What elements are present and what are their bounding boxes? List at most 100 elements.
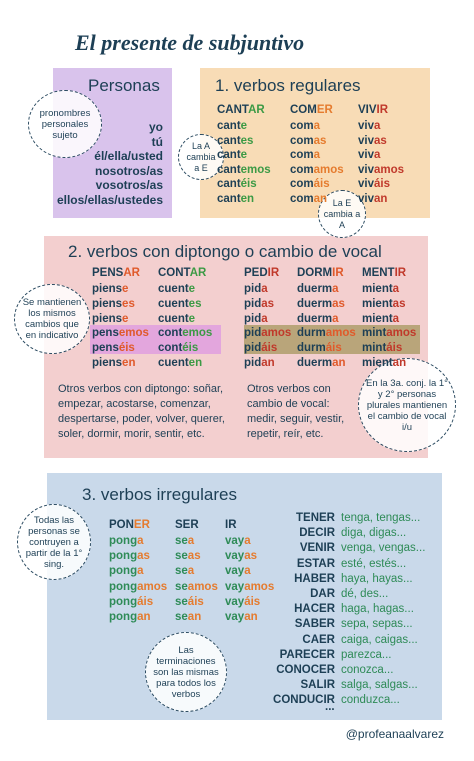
form-ending: es xyxy=(240,134,254,147)
form-ending: éis xyxy=(118,342,135,355)
conjugated-form: pongan xyxy=(109,610,151,625)
conjugated-form: duerman xyxy=(297,356,346,371)
pronoun: él/ella/usted xyxy=(94,149,163,163)
form-stem: piens xyxy=(92,283,123,295)
form-stem: cant xyxy=(217,163,241,176)
form-stem: piens xyxy=(92,357,123,369)
conjugated-form: vaya xyxy=(225,564,251,579)
conjugated-form: ponga xyxy=(109,534,144,549)
conjugated-form: cantéis xyxy=(217,177,257,192)
form-stem: pong xyxy=(109,595,138,608)
form-stem: mint xyxy=(362,327,387,340)
others-right: Otros verbos con cambio de vocal: medir,… xyxy=(247,383,345,440)
irregular-infinitive: HABER xyxy=(294,572,335,585)
conjugated-form: pienses xyxy=(92,297,135,312)
regulares-heading: 1. verbos regulares xyxy=(215,76,361,95)
form-ending: amos xyxy=(244,580,275,593)
conjugated-form: vayamos xyxy=(225,580,274,595)
form-stem: pid xyxy=(244,297,262,310)
irregular-infinitive: CONOCER xyxy=(276,664,335,676)
form-ending: en xyxy=(240,192,255,205)
infinitive-ending: IR xyxy=(267,267,280,279)
infinitive-stem: VIV xyxy=(358,104,377,116)
form-ending: emos xyxy=(240,163,271,176)
conjugated-form: cante xyxy=(217,119,247,134)
irregular-infinitive: DAR xyxy=(310,588,335,600)
infinitive-stem: DORM xyxy=(297,267,333,279)
conjugated-form: mienta xyxy=(362,312,399,327)
form-ending: áis xyxy=(244,595,261,608)
diptongo-heading: 2. verbos con diptongo o cambio de vocal xyxy=(68,242,382,261)
note-vocal: En la 3a. conj. la 1° y 2° personas plur… xyxy=(358,358,456,452)
infinitive-ending: AR xyxy=(189,267,207,279)
form-stem: cant xyxy=(217,120,241,132)
form-stem: durm xyxy=(297,327,326,340)
note-diptongo: Se mantienen los mismos cambios que en i… xyxy=(14,284,90,354)
form-stem: cuent xyxy=(158,297,189,310)
infinitive: VIVIR xyxy=(358,103,388,118)
irregular-forms: diga, digas... xyxy=(341,527,407,540)
form-ending: as xyxy=(137,550,150,563)
form-ending: e xyxy=(122,283,129,295)
form-ending: amos xyxy=(137,580,168,593)
form-ending: e xyxy=(188,312,196,325)
form-stem: cant xyxy=(217,134,241,147)
conjugated-form: vayan xyxy=(225,610,258,625)
conjugated-form: vayas xyxy=(225,549,257,564)
form-stem: duerm xyxy=(297,312,333,325)
infinitive-ending: ER xyxy=(133,519,150,531)
conjugated-form: pongas xyxy=(109,549,150,564)
conjugated-form: vivamos xyxy=(358,163,404,178)
form-ending: amos xyxy=(261,327,292,340)
form-stem: cant xyxy=(217,149,241,161)
irregulares-box xyxy=(47,473,442,720)
conjugated-form: sea xyxy=(175,564,194,579)
irregular-forms: parezca... xyxy=(341,648,392,661)
form-stem: viv xyxy=(358,178,374,190)
infinitive: SER xyxy=(175,518,199,533)
infinitive: MENTIR xyxy=(362,266,406,281)
form-stem: viv xyxy=(358,134,374,147)
form-ending: a xyxy=(187,565,195,578)
conjugated-form: contemos xyxy=(158,326,212,341)
conjugated-form: viva xyxy=(358,119,380,134)
form-ending: a xyxy=(261,283,268,295)
infinitive-stem: CANT xyxy=(217,104,249,116)
form-stem: com xyxy=(290,120,314,132)
conjugated-form: cuente xyxy=(158,282,195,297)
conjugated-form: cuente xyxy=(158,312,195,327)
infinitive-ending: AR xyxy=(123,267,140,279)
form-ending: an xyxy=(313,192,328,205)
form-ending: as xyxy=(244,550,257,563)
personas-heading: Personas xyxy=(88,76,160,95)
form-stem: duerm xyxy=(297,357,333,369)
form-stem: cuent xyxy=(158,283,189,295)
form-stem: se xyxy=(175,550,188,563)
form-stem: viv xyxy=(358,163,374,176)
conjugated-form: pida xyxy=(244,312,268,327)
form-ending: a xyxy=(244,565,251,578)
conjugated-form: duermas xyxy=(297,297,345,312)
infinitive-ending: IR xyxy=(394,267,407,279)
form-stem: cant xyxy=(217,178,241,190)
footer: @profeanaalvarez xyxy=(345,727,444,741)
form-ending: e xyxy=(122,312,129,325)
regulares-box xyxy=(200,68,430,218)
conjugated-form: mientas xyxy=(362,297,405,312)
note-e: La E cambia a A xyxy=(318,190,366,238)
infinitive-stem: PENS xyxy=(92,267,124,279)
conjugated-form: duerma xyxy=(297,282,339,297)
form-stem: se xyxy=(175,611,188,623)
form-stem: cont xyxy=(158,342,183,355)
infinitive: CANTAR xyxy=(217,103,265,118)
conjugated-form: pida xyxy=(244,282,268,297)
infinitive-stem: COM xyxy=(290,104,317,116)
form-ending: áis xyxy=(313,178,330,190)
form-stem: vay xyxy=(225,580,245,593)
conjugated-form: comáis xyxy=(290,177,330,192)
form-stem: se xyxy=(175,595,188,608)
form-ending: amos xyxy=(313,163,344,176)
conjugated-form: pongamos xyxy=(109,580,167,595)
form-stem: vay xyxy=(225,535,245,547)
